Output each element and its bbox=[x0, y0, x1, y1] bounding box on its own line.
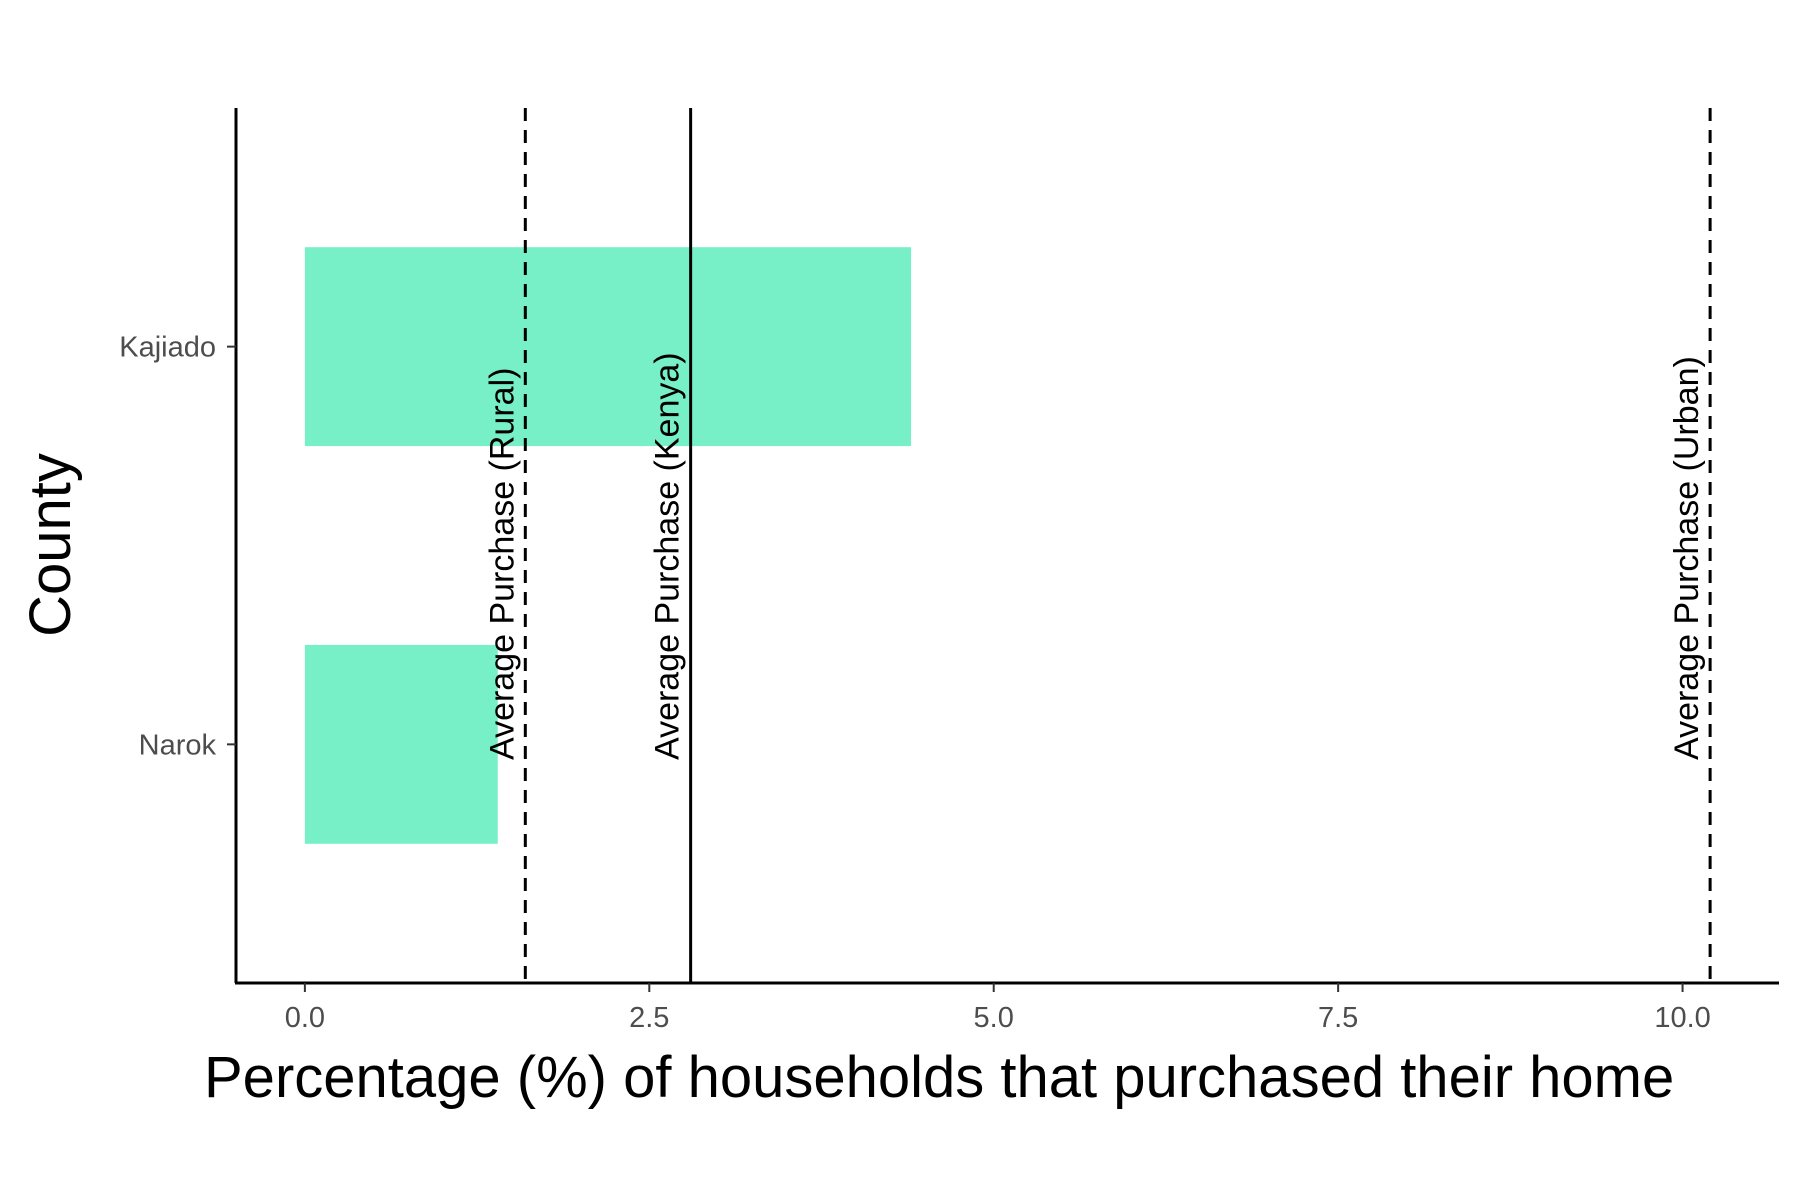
x-axis-title: Percentage (%) of households that purcha… bbox=[204, 1045, 1674, 1110]
x-tick-label: 7.5 bbox=[1318, 1002, 1358, 1034]
y-axis-ticks: Kajiado Narok bbox=[119, 332, 236, 761]
x-tick-label: 0.0 bbox=[285, 1002, 325, 1034]
x-axis-ticks: 0.0 2.5 5.0 7.5 10.0 bbox=[285, 983, 1711, 1034]
reference-line-label: Average Purchase (Kenya) bbox=[649, 352, 687, 760]
bar-narok bbox=[304, 644, 498, 844]
y-tick-label: Kajiado bbox=[119, 332, 216, 364]
y-axis-title: County bbox=[18, 453, 83, 637]
x-tick-label: 10.0 bbox=[1654, 1002, 1710, 1034]
x-tick-label: 5.0 bbox=[974, 1002, 1014, 1034]
bar-kajiado bbox=[304, 247, 912, 447]
bars-layer bbox=[304, 247, 912, 844]
reference-lines-layer: Average Purchase (Rural) Average Purchase… bbox=[483, 108, 1712, 983]
x-tick-label: 2.5 bbox=[629, 1002, 669, 1034]
reference-line-label: Average Purchase (Rural) bbox=[483, 368, 521, 760]
reference-line-label: Average Purchase (Urban) bbox=[1668, 356, 1706, 760]
y-tick-label: Narok bbox=[139, 729, 217, 761]
